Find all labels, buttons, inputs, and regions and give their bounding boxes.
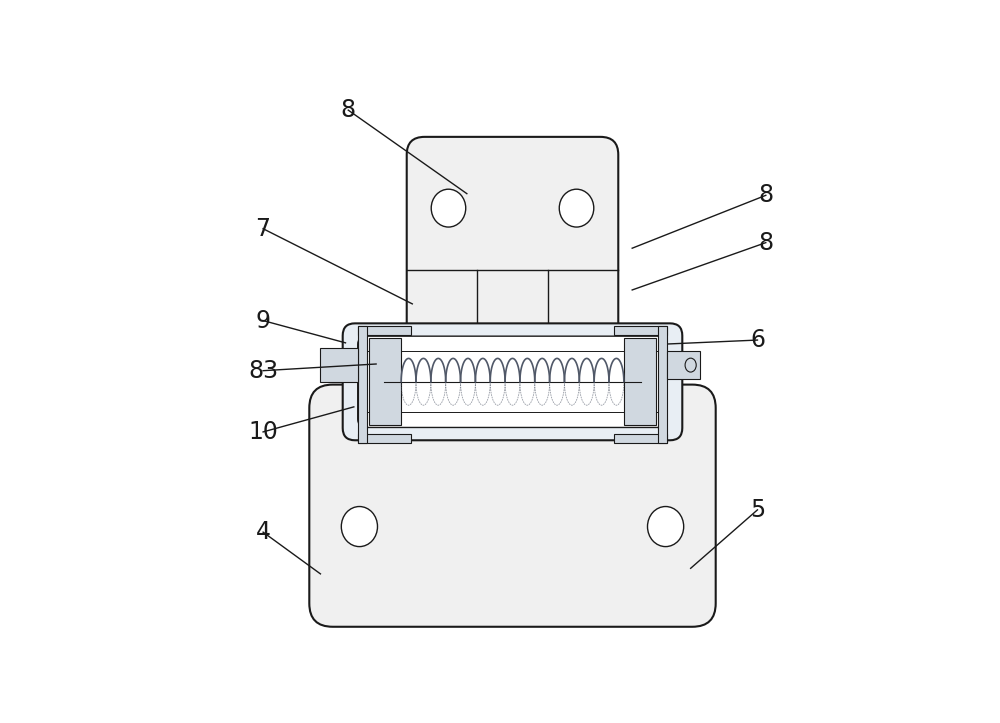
Text: 8: 8	[341, 98, 356, 122]
FancyBboxPatch shape	[358, 336, 667, 427]
Bar	[358, 434, 411, 443]
Bar	[369, 338, 401, 425]
Text: 4: 4	[256, 520, 271, 544]
FancyBboxPatch shape	[309, 385, 716, 627]
Text: 6: 6	[750, 328, 765, 352]
Text: 8: 8	[758, 231, 773, 254]
Text: 5: 5	[750, 498, 765, 522]
Text: 10: 10	[248, 420, 278, 444]
Bar	[358, 326, 411, 335]
Text: 9: 9	[256, 309, 271, 333]
Text: 8: 8	[758, 184, 773, 208]
Ellipse shape	[431, 189, 466, 227]
Text: 83: 83	[248, 359, 278, 382]
Bar	[658, 326, 667, 443]
Ellipse shape	[648, 507, 684, 547]
Bar	[624, 338, 656, 425]
Ellipse shape	[685, 358, 696, 372]
FancyBboxPatch shape	[407, 137, 618, 395]
Bar	[320, 348, 358, 382]
Ellipse shape	[341, 507, 377, 547]
Bar	[614, 434, 667, 443]
Text: 7: 7	[256, 217, 271, 241]
FancyBboxPatch shape	[343, 323, 682, 440]
Bar	[614, 326, 667, 335]
Bar	[358, 326, 367, 443]
Ellipse shape	[559, 189, 594, 227]
Bar	[667, 351, 700, 379]
